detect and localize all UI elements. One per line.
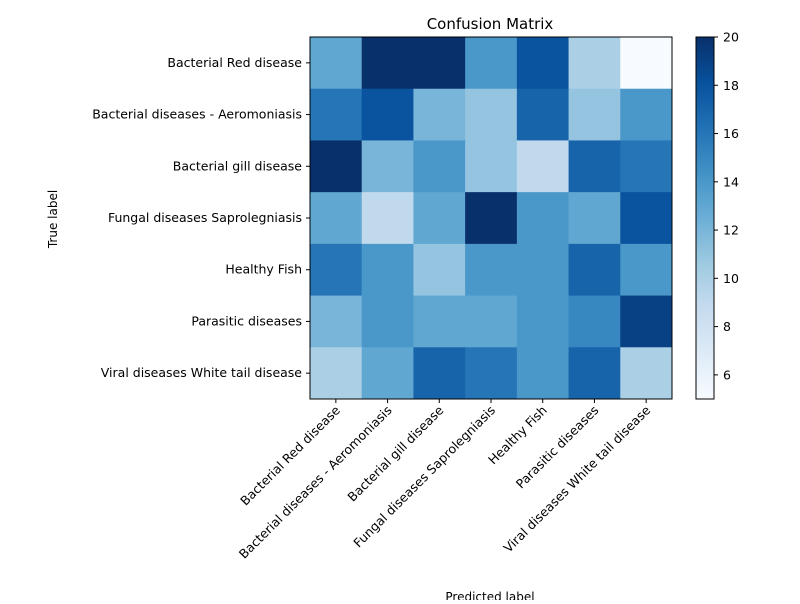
heatmap-cell bbox=[310, 347, 363, 400]
heatmap-cell bbox=[310, 140, 363, 193]
colorbar-tick-label: 18 bbox=[723, 78, 739, 93]
y-tick-label: Bacterial Red disease bbox=[167, 55, 302, 70]
y-tick-label: Healthy Fish bbox=[225, 262, 302, 277]
heatmap-cell bbox=[413, 192, 466, 245]
heatmap-cell bbox=[361, 192, 414, 245]
heatmap-cell bbox=[310, 192, 363, 245]
heatmap-cell bbox=[465, 192, 518, 245]
y-tick-label: Bacterial diseases - Aeromoniasis bbox=[92, 107, 302, 122]
heatmap-cell bbox=[413, 347, 466, 400]
heatmap-cell bbox=[361, 243, 414, 297]
heatmap-cell bbox=[516, 88, 570, 141]
heatmap-cell bbox=[361, 295, 414, 348]
y-tick-label: Viral diseases White tail disease bbox=[101, 365, 303, 380]
y-tick-label: Bacterial gill disease bbox=[173, 158, 303, 173]
heatmap-cell bbox=[413, 140, 466, 193]
heatmap-cell bbox=[465, 140, 518, 193]
heatmap-cell bbox=[361, 37, 414, 90]
colorbar-tick-label: 20 bbox=[723, 30, 739, 45]
colorbar-tick-label: 6 bbox=[723, 367, 731, 382]
heatmap-cell bbox=[620, 88, 673, 141]
chart-title: Confusion Matrix bbox=[427, 15, 554, 33]
x-tick-label: Bacterial gill disease bbox=[344, 402, 446, 504]
heatmap-cell bbox=[516, 37, 570, 90]
heatmap-cell bbox=[568, 243, 621, 297]
heatmap-cell bbox=[620, 347, 673, 400]
heatmap-cell bbox=[413, 243, 466, 297]
heatmap-cell bbox=[568, 88, 621, 141]
heatmap-cell bbox=[620, 243, 673, 297]
heatmap-cell bbox=[413, 295, 466, 348]
heatmap-cell bbox=[568, 192, 621, 245]
heatmap-cell bbox=[413, 37, 466, 90]
heatmap-cell bbox=[310, 88, 363, 141]
heatmap-cell bbox=[620, 192, 673, 245]
heatmap-cell bbox=[516, 347, 570, 400]
y-tick-label: Parasitic diseases bbox=[191, 313, 302, 328]
heatmap-cell bbox=[620, 295, 673, 348]
colorbar-tick-label: 8 bbox=[723, 319, 731, 334]
heatmap-cell bbox=[516, 243, 570, 297]
heatmap-cell bbox=[465, 243, 518, 297]
colorbar-tick-label: 12 bbox=[723, 223, 739, 238]
colorbar-tick-label: 10 bbox=[723, 271, 739, 286]
heatmap-cell bbox=[568, 295, 621, 348]
y-axis-label: True label bbox=[46, 190, 60, 249]
heatmap-cell bbox=[465, 88, 518, 141]
y-tick-labels: Bacterial Red disease Bacterial diseases … bbox=[92, 55, 310, 380]
heatmap-cell bbox=[568, 37, 621, 90]
heatmap-cell bbox=[310, 243, 363, 297]
colorbar-tick-label: 14 bbox=[723, 174, 739, 189]
colorbar-gradient bbox=[695, 36, 715, 400]
heatmap-cell bbox=[516, 140, 570, 193]
heatmap-cell bbox=[465, 295, 518, 348]
heatmap-cell bbox=[516, 192, 570, 245]
x-axis-label: Predicted label bbox=[445, 590, 534, 600]
heatmap-cell bbox=[568, 347, 621, 400]
heatmap-cell bbox=[465, 37, 518, 90]
y-tick-label: Fungal diseases Saprolegniasis bbox=[108, 210, 302, 225]
heatmap-cell bbox=[361, 347, 414, 400]
heatmap-cell bbox=[310, 37, 363, 90]
heatmap-cell bbox=[361, 88, 414, 141]
heatmap-cell bbox=[516, 295, 570, 348]
heatmap-cell bbox=[620, 37, 673, 90]
heatmap-cell bbox=[465, 347, 518, 400]
heatmap-cell bbox=[361, 140, 414, 193]
heatmap-cells bbox=[310, 37, 673, 400]
heatmap-cell bbox=[620, 140, 673, 193]
heatmap-cell bbox=[413, 88, 466, 141]
heatmap-cell bbox=[310, 295, 363, 348]
x-tick-label: Bacterial Red disease bbox=[237, 402, 343, 508]
colorbar: 6 8 10 12 14 16 18 20 bbox=[695, 30, 739, 400]
colorbar-tick-label: 16 bbox=[723, 126, 739, 141]
heatmap-cell bbox=[568, 140, 621, 193]
